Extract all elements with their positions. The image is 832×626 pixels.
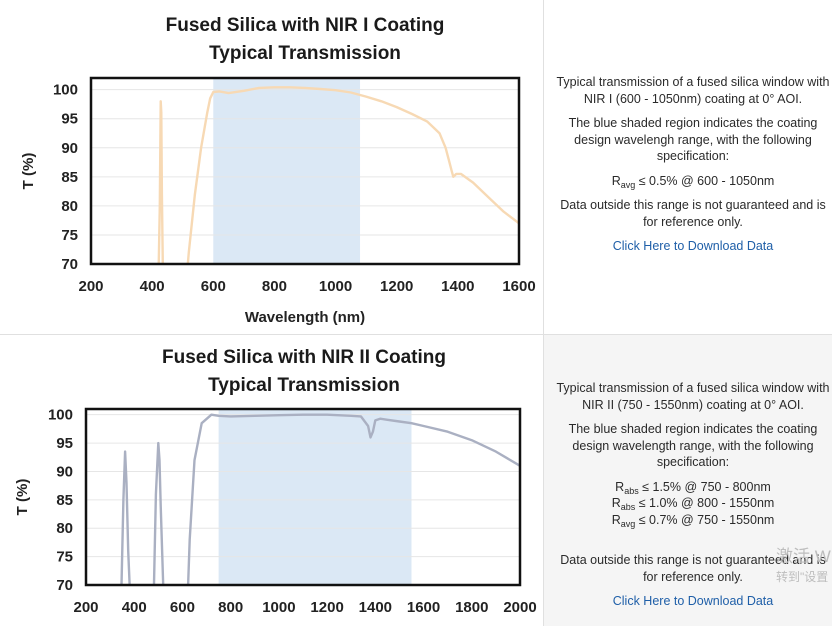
description-paragraph: Typical transmission of a fused silica w… <box>556 75 830 106</box>
y-tick-label: 70 <box>56 577 73 594</box>
transmission-curve <box>157 86 519 264</box>
x-tick-label: 1400 <box>359 599 392 616</box>
plot-frame <box>84 407 522 587</box>
row-divider <box>0 334 832 335</box>
y-tick-label: 80 <box>56 520 73 537</box>
chart-row-nir1: Fused Silica with NIR I Coating Typical T… <box>0 0 832 334</box>
transmission-curve <box>120 413 520 585</box>
spec-value: ≤ 1.0% @ 800 - 1550nm <box>635 496 775 510</box>
y-tick-label: 80 <box>61 198 78 215</box>
spec-value: ≤ 0.7% @ 750 - 1550nm <box>635 512 775 527</box>
spec-symbol: R <box>611 173 621 188</box>
specification-line: Ravg ≤ 0.5% @ 600 - 1050nm <box>556 173 830 190</box>
spec-symbol: R <box>611 512 621 527</box>
x-tick-label: 1200 <box>380 278 413 295</box>
specification-line: Rabs ≤ 1.0% @ 800 - 1550nm <box>556 495 830 512</box>
description-text-nir1: Typical transmission of a fused silica w… <box>556 74 830 263</box>
description-paragraph: The blue shaded region indicates the coa… <box>568 116 818 163</box>
plot-frame <box>89 76 521 266</box>
description-paragraph: The blue shaded region indicates the coa… <box>568 422 818 469</box>
x-tick-label: 600 <box>170 599 195 616</box>
y-tick-label: 95 <box>61 111 78 128</box>
spec-symbol: R <box>615 479 625 494</box>
y-tick-label: 70 <box>61 256 78 273</box>
column-divider <box>543 335 544 626</box>
spec-subscript: avg <box>620 179 636 190</box>
x-tick-label: 1400 <box>441 278 474 295</box>
spec-subscript: abs <box>624 485 639 496</box>
y-tick-label: 75 <box>61 227 78 244</box>
x-tick-label: 1200 <box>310 599 343 616</box>
x-tick-label: 800 <box>262 278 287 295</box>
spec-value: ≤ 0.5% @ 600 - 1050nm <box>635 173 775 188</box>
chart-cell-nir2: Fused Silica with NIR II Coating Typical … <box>0 335 543 626</box>
activation-watermark: 激活 W 转到"设置 <box>776 547 832 587</box>
y-tick-label: 95 <box>56 435 73 452</box>
spec-subscript: abs <box>620 502 636 512</box>
x-tick-label: 200 <box>73 599 98 616</box>
download-data-link[interactable]: Click Here to Download Data <box>612 594 774 608</box>
description-panel-nir2: Typical transmission of a fused silica w… <box>544 335 832 626</box>
watermark-line: 激活 W <box>776 547 831 566</box>
spec-subscript: avg <box>620 518 636 529</box>
specification-list: Ravg ≤ 0.5% @ 600 - 1050nm <box>556 173 830 190</box>
x-tick-label: 1000 <box>319 278 352 295</box>
y-tick-label: 85 <box>61 169 78 186</box>
description-panel-nir1: Typical transmission of a fused silica w… <box>544 0 832 334</box>
chart-cell-nir1: Fused Silica with NIR I Coating Typical T… <box>0 0 543 334</box>
y-tick-label: 85 <box>56 492 73 509</box>
transmission-chart-nir1: Fused Silica with NIR I Coating Typical T… <box>20 15 536 326</box>
x-tick-label: 1000 <box>262 599 295 616</box>
y-tick-label: 100 <box>53 82 78 99</box>
coating-design-band <box>218 409 412 585</box>
chart-row-nir2: Fused Silica with NIR II Coating Typical … <box>0 335 832 626</box>
download-data-link[interactable]: Click Here to Download Data <box>612 239 774 253</box>
column-divider <box>543 0 544 334</box>
y-axis-label: T (%) <box>14 479 31 516</box>
y-tick-label: 75 <box>56 549 73 566</box>
description-paragraph: Typical transmission of a fused silica w… <box>556 381 830 412</box>
chart-title-line: Fused Silica with NIR II Coating <box>162 347 446 368</box>
y-axis-label: T (%) <box>20 153 37 190</box>
y-tick-label: 90 <box>56 463 73 480</box>
specification-line: Ravg ≤ 0.7% @ 750 - 1550nm <box>556 512 830 529</box>
specification-line: Rabs ≤ 1.5% @ 750 - 800nm <box>556 479 830 496</box>
x-tick-label: 1600 <box>407 599 440 616</box>
x-tick-label: 1800 <box>455 599 488 616</box>
disclaimer-paragraph: Data outside this range is not guarantee… <box>560 198 826 229</box>
spec-symbol: R <box>611 496 621 510</box>
description-text-nir2: Typical transmission of a fused silica w… <box>556 380 830 618</box>
y-tick-label: 100 <box>48 407 73 424</box>
x-tick-label: 1600 <box>502 278 535 295</box>
watermark-line: 转到"设置 <box>776 570 829 584</box>
x-tick-label: 600 <box>201 278 226 295</box>
disclaimer-paragraph: Data outside this range is not guarantee… <box>560 553 826 584</box>
coating-design-band <box>213 78 361 264</box>
x-tick-label: 2000 <box>503 599 536 616</box>
y-tick-label: 90 <box>61 140 78 157</box>
chart-title-line: Typical Transmission <box>209 43 401 64</box>
chart-title-line: Fused Silica with NIR I Coating <box>166 15 445 36</box>
specification-list: Rabs ≤ 1.5% @ 750 - 800nm Rabs ≤ 1.0% @ 8… <box>556 479 830 529</box>
x-tick-label: 400 <box>122 599 147 616</box>
x-tick-label: 800 <box>218 599 243 616</box>
x-tick-label: 400 <box>140 278 165 295</box>
transmission-chart-nir2: Fused Silica with NIR II Coating Typical … <box>14 347 537 616</box>
spec-value: ≤ 1.5% @ 750 - 800nm <box>638 479 771 494</box>
x-tick-label: 200 <box>78 278 103 295</box>
x-axis-label: Wavelength (nm) <box>245 309 365 326</box>
chart-title-line: Typical Transmission <box>208 375 400 396</box>
